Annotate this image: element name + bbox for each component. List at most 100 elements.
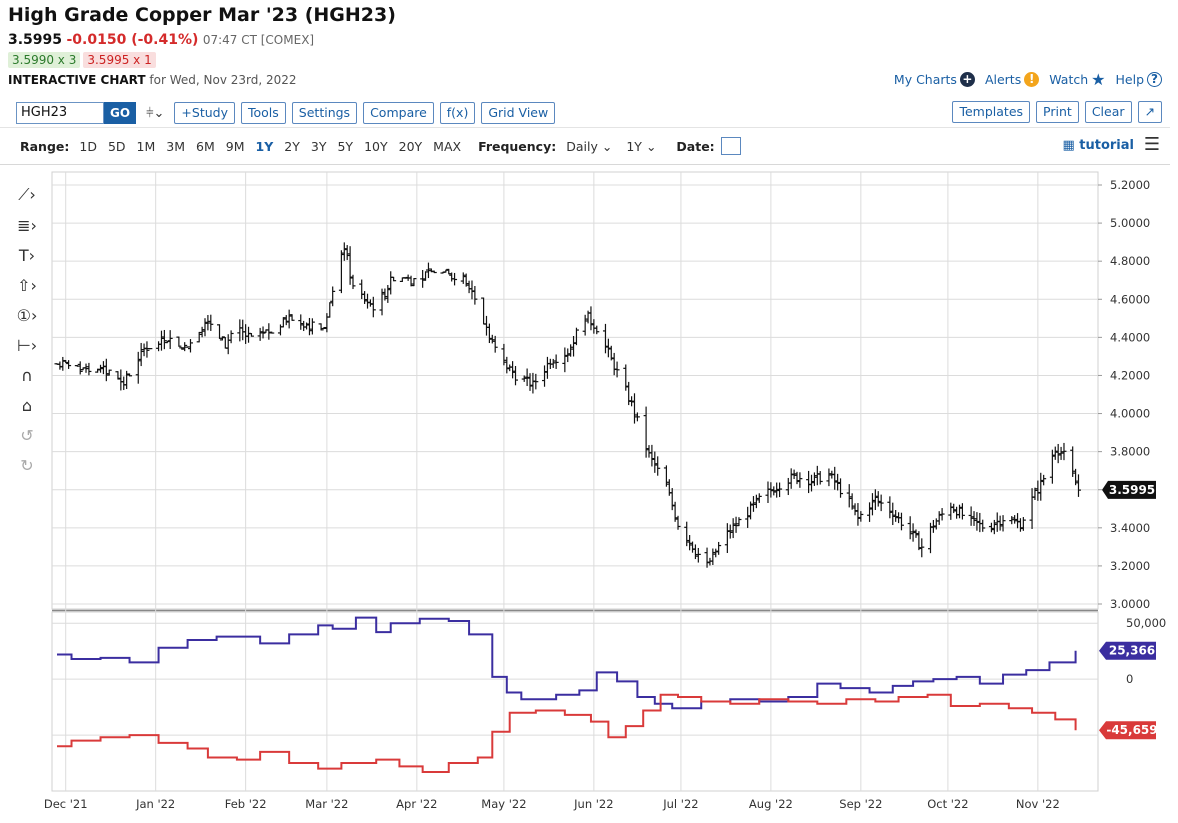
ohlc-bar <box>402 277 408 279</box>
ohlc-bar <box>280 317 286 328</box>
ohlc-bar <box>306 317 312 336</box>
ohlc-bar <box>301 320 307 332</box>
ohlc-bar <box>716 541 722 555</box>
fx-button[interactable]: f(x) <box>439 102 476 124</box>
period-value: 1Y <box>626 138 642 154</box>
period-select[interactable]: 1Y ⌄ <box>626 139 656 154</box>
line-tool-icon[interactable]: ⟋› <box>18 185 36 204</box>
ohlc-bar <box>849 493 855 510</box>
tools-button[interactable]: Tools <box>241 102 286 124</box>
settings-button[interactable]: Settings <box>291 102 358 124</box>
menu-icon[interactable]: ☰ <box>1143 134 1160 155</box>
ohlc-bar <box>1012 515 1018 524</box>
range-option-10y[interactable]: 10Y <box>364 138 388 154</box>
range-option-1d[interactable]: 1D <box>79 138 97 154</box>
clear-button[interactable]: Clear <box>1084 101 1132 123</box>
range-option-9m[interactable]: 9M <box>225 138 245 154</box>
unlock-icon[interactable]: ⌂ <box>21 395 33 415</box>
last-price-label: 3.5995 <box>1109 483 1155 497</box>
go-button[interactable]: GO <box>104 102 137 124</box>
templates-button[interactable]: Templates <box>952 101 1031 123</box>
price-tick-label: 5.0000 <box>1110 216 1150 230</box>
ohlc-bar <box>774 482 780 498</box>
ohlc-bar <box>605 338 611 358</box>
ohlc-bar <box>388 271 394 295</box>
ohlc-bar <box>748 501 754 520</box>
study-button[interactable]: +Study <box>174 102 235 124</box>
ohlc-bar <box>350 274 356 290</box>
range-option-3y[interactable]: 3Y <box>310 138 327 154</box>
ohlc-bar <box>652 451 658 473</box>
ohlc-bar <box>631 393 637 424</box>
ohlc-bar <box>481 297 487 325</box>
ohlc-bar <box>675 515 681 530</box>
ohlc-bar <box>304 322 310 330</box>
ohlc-bar <box>309 318 315 335</box>
ohlc-bar <box>385 284 391 303</box>
text-tool-icon[interactable]: T› <box>18 245 36 265</box>
tutorial-link[interactable]: ▦ tutorial <box>1062 138 1134 153</box>
ohlc-bar <box>765 481 771 504</box>
calendar-icon[interactable] <box>720 137 741 155</box>
expand-button[interactable]: ↗ <box>1137 101 1162 123</box>
compare-button[interactable]: Compare <box>363 102 434 124</box>
range-option-5d[interactable]: 5D <box>107 138 126 154</box>
print-button[interactable]: Print <box>1036 101 1079 123</box>
ohlc-bar <box>1052 446 1058 460</box>
magnet-icon[interactable]: ∩ <box>21 365 33 385</box>
ohlc-bar <box>753 494 759 509</box>
bar-type-icon[interactable]: ⫩⌄ <box>146 105 165 121</box>
ohlc-bar <box>608 345 614 361</box>
grid-view-button[interactable]: Grid View <box>481 102 556 124</box>
ohlc-bar <box>663 465 669 487</box>
range-option-20y[interactable]: 20Y <box>398 138 423 154</box>
ohlc-bar <box>1055 443 1061 464</box>
frequency-select[interactable]: Daily ⌄ <box>566 139 612 154</box>
x-tick-label: Nov '22 <box>1016 797 1060 811</box>
undo-icon[interactable]: ↺ <box>20 425 34 445</box>
range-option-1y[interactable]: 1Y <box>255 138 274 154</box>
ohlc-bar <box>611 352 617 376</box>
ohlc-bar <box>382 288 388 301</box>
range-option-3m[interactable]: 3M <box>166 138 186 154</box>
ohlc-bar <box>951 503 957 514</box>
ohlc-bar <box>852 503 858 516</box>
range-option-max[interactable]: MAX <box>433 138 462 154</box>
ohlc-bar <box>939 508 945 521</box>
ohlc-bar <box>161 329 167 350</box>
chart-toolbar: HGH23 GO ⫩⌄ +Study Tools Settings Compar… <box>16 101 556 125</box>
plus-circle-icon: + <box>959 72 975 87</box>
ohlc-bar <box>115 371 121 380</box>
ohlc-bar <box>187 339 193 353</box>
fib-tool-icon[interactable]: ≣› <box>17 215 37 235</box>
symbol-input[interactable]: HGH23 <box>16 102 104 124</box>
ohlc-bar <box>423 271 429 281</box>
ohlc-bar <box>745 506 751 528</box>
ohlc-bar <box>565 348 571 363</box>
my-charts-link[interactable]: My Charts + <box>894 72 975 87</box>
redo-icon[interactable]: ↻ <box>20 455 34 475</box>
chart-label: INTERACTIVE CHART <box>8 73 146 87</box>
ohlc-bar <box>872 489 878 510</box>
ohlc-bar <box>855 503 861 526</box>
ohlc-bar <box>86 362 92 376</box>
chart-date: for Wed, Nov 23rd, 2022 <box>149 73 297 87</box>
alerts-link[interactable]: Alerts ! <box>985 72 1040 87</box>
top-links: My Charts + Alerts ! Watch ★ Help ? <box>894 70 1162 89</box>
cot-series-line-1 <box>57 693 1077 773</box>
ohlc-bar <box>1020 517 1026 531</box>
ohlc-bar <box>643 406 649 458</box>
range-option-5y[interactable]: 5Y <box>337 138 354 154</box>
arrow-tool-icon[interactable]: ⇧› <box>17 275 37 295</box>
measure-tool-icon[interactable]: ⊢› <box>16 335 38 355</box>
range-option-2y[interactable]: 2Y <box>284 138 300 154</box>
ohlc-bar <box>692 544 698 560</box>
watch-link[interactable]: Watch ★ <box>1049 70 1105 89</box>
help-link[interactable]: Help ? <box>1116 72 1162 87</box>
range-option-1m[interactable]: 1M <box>136 138 156 154</box>
ohlc-bar <box>489 334 495 344</box>
marker-tool-icon[interactable]: ①› <box>16 305 38 325</box>
ohlc-bar <box>321 326 327 330</box>
range-option-6m[interactable]: 6M <box>196 138 215 154</box>
